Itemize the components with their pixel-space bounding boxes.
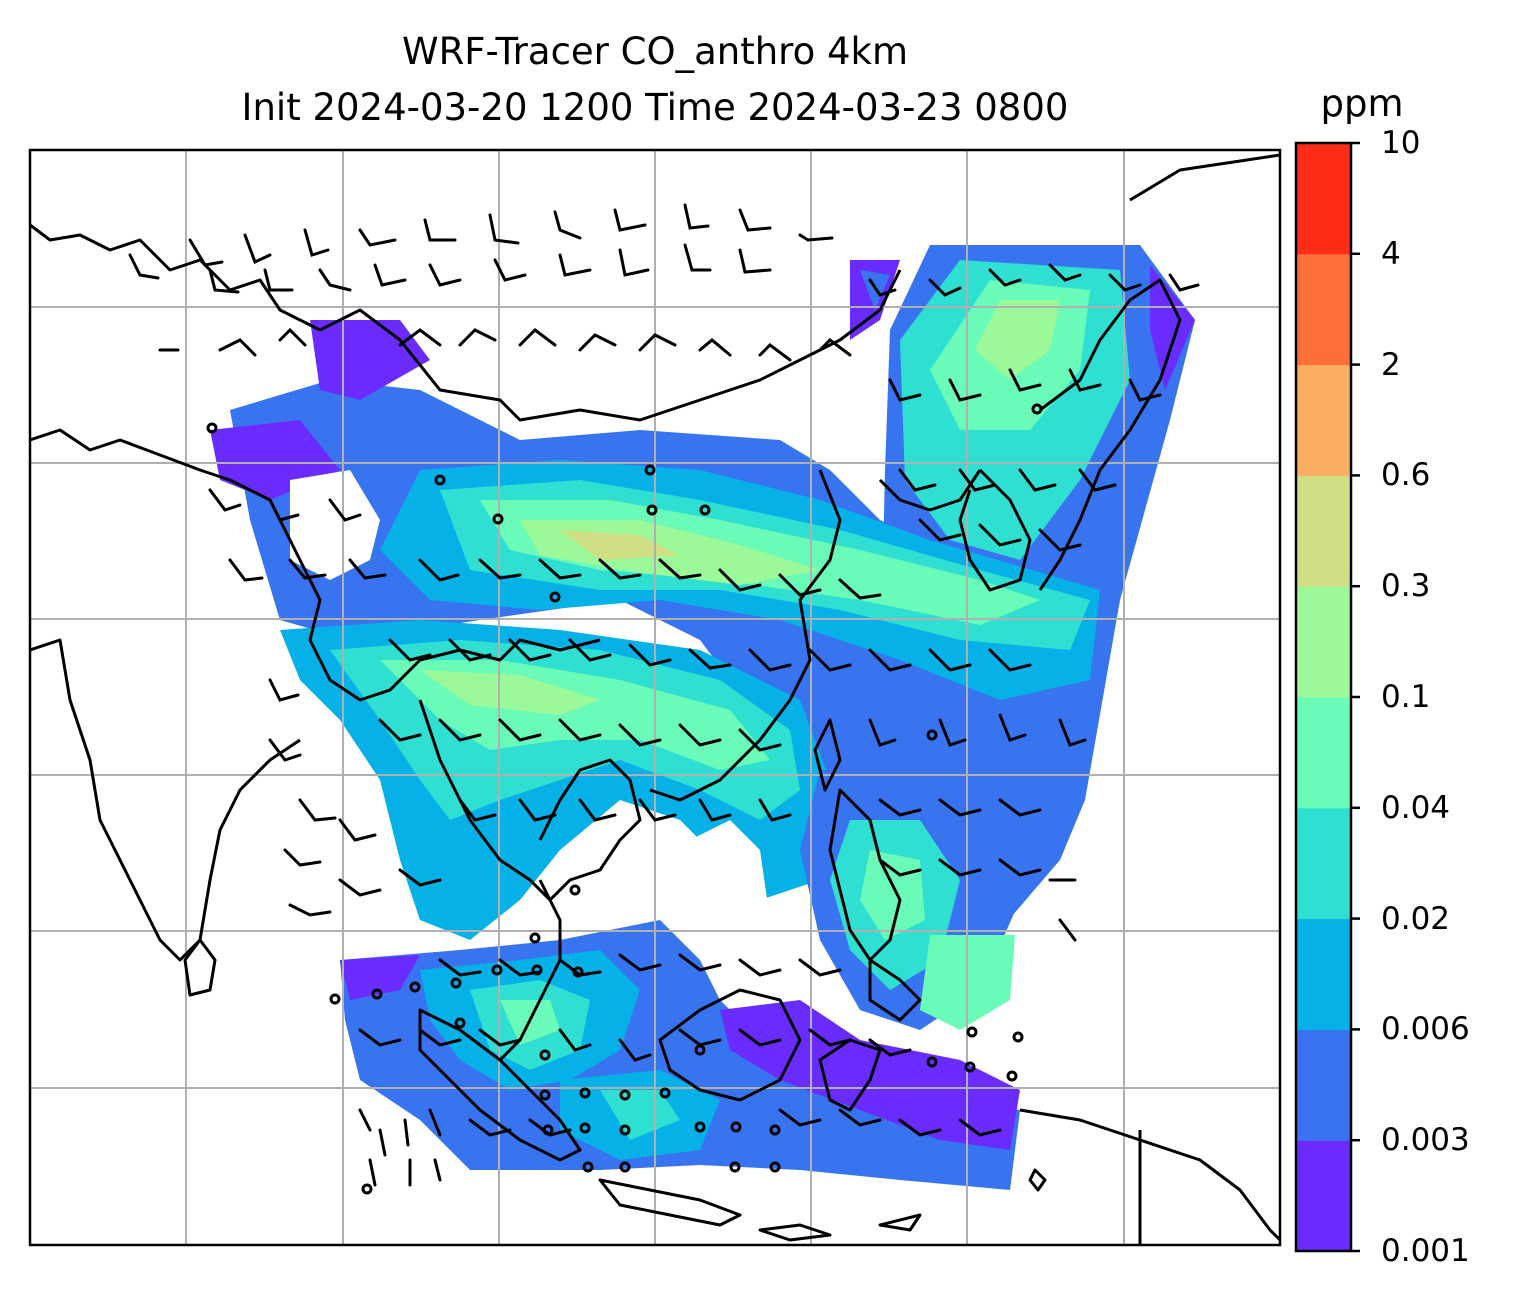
map-gridlines (30, 150, 1280, 1245)
colorbar-band (1296, 475, 1351, 587)
chart-title-line-2: Init 2024-03-20 1200 Time 2024-03-23 080… (241, 86, 1069, 129)
colorbar-tick-label: 10 (1381, 125, 1421, 161)
colorbar-tick-label: 4 (1381, 235, 1401, 272)
coastlines (30, 153, 1280, 1245)
colorbar-tick-label: 0.001 (1381, 1233, 1470, 1269)
wind-barbs (128, 203, 1200, 1187)
colorbar-tick-label: 0.1 (1381, 679, 1431, 715)
map-frame (28, 148, 1282, 1247)
colorbar-ticks (1351, 141, 1360, 1253)
colorbar-band (1296, 143, 1351, 255)
colorbar-band (1296, 364, 1351, 476)
chart-title-line-1: WRF-Tracer CO_anthro 4km (401, 30, 908, 73)
colorbar-band (1296, 586, 1351, 698)
colorbar-tick-label: 0.04 (1381, 789, 1451, 826)
colorbar-band (1296, 1140, 1351, 1252)
colorbar-band (1296, 1029, 1351, 1141)
colorbar-band (1296, 918, 1351, 1030)
colorbar-tick-label: 0.006 (1381, 1011, 1470, 1048)
colorbar-band (1296, 253, 1351, 366)
map-plot-area (30, 150, 1280, 1245)
calm-wind-markers (206, 403, 1043, 1195)
colorbar-tick-label: 0.02 (1381, 900, 1451, 937)
colorbar (1296, 143, 1351, 1252)
colorbar-tick-label: 0.6 (1381, 457, 1431, 494)
colorbar-tick-label: 0.3 (1381, 568, 1431, 605)
colorbar-band (1296, 697, 1351, 809)
colorbar-units-label: ppm (1320, 82, 1404, 125)
colorbar-band (1296, 807, 1351, 920)
colorbar-tick-label: 2 (1381, 346, 1401, 383)
colorbar-tick-label: 0.003 (1381, 1122, 1470, 1159)
